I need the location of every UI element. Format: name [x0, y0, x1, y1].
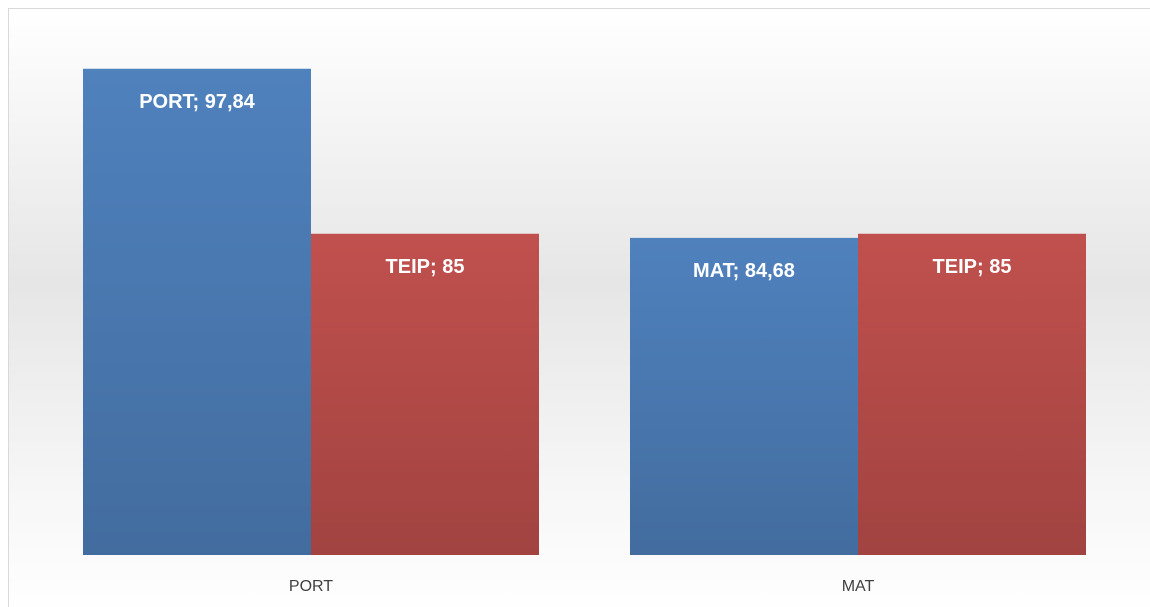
- data-label: PORT; 97,84: [139, 91, 255, 113]
- x-tick-label: MAT: [842, 578, 875, 595]
- bar-shade: [858, 233, 1086, 555]
- data-label: MAT; 84,68: [693, 260, 795, 282]
- data-label: TEIP; 85: [933, 256, 1012, 278]
- x-tick-label: PORT: [289, 578, 333, 595]
- bar-shade: [83, 68, 311, 556]
- data-label: TEIP; 85: [386, 256, 465, 278]
- bar-shade: [630, 237, 858, 555]
- bar-shade: [311, 233, 539, 555]
